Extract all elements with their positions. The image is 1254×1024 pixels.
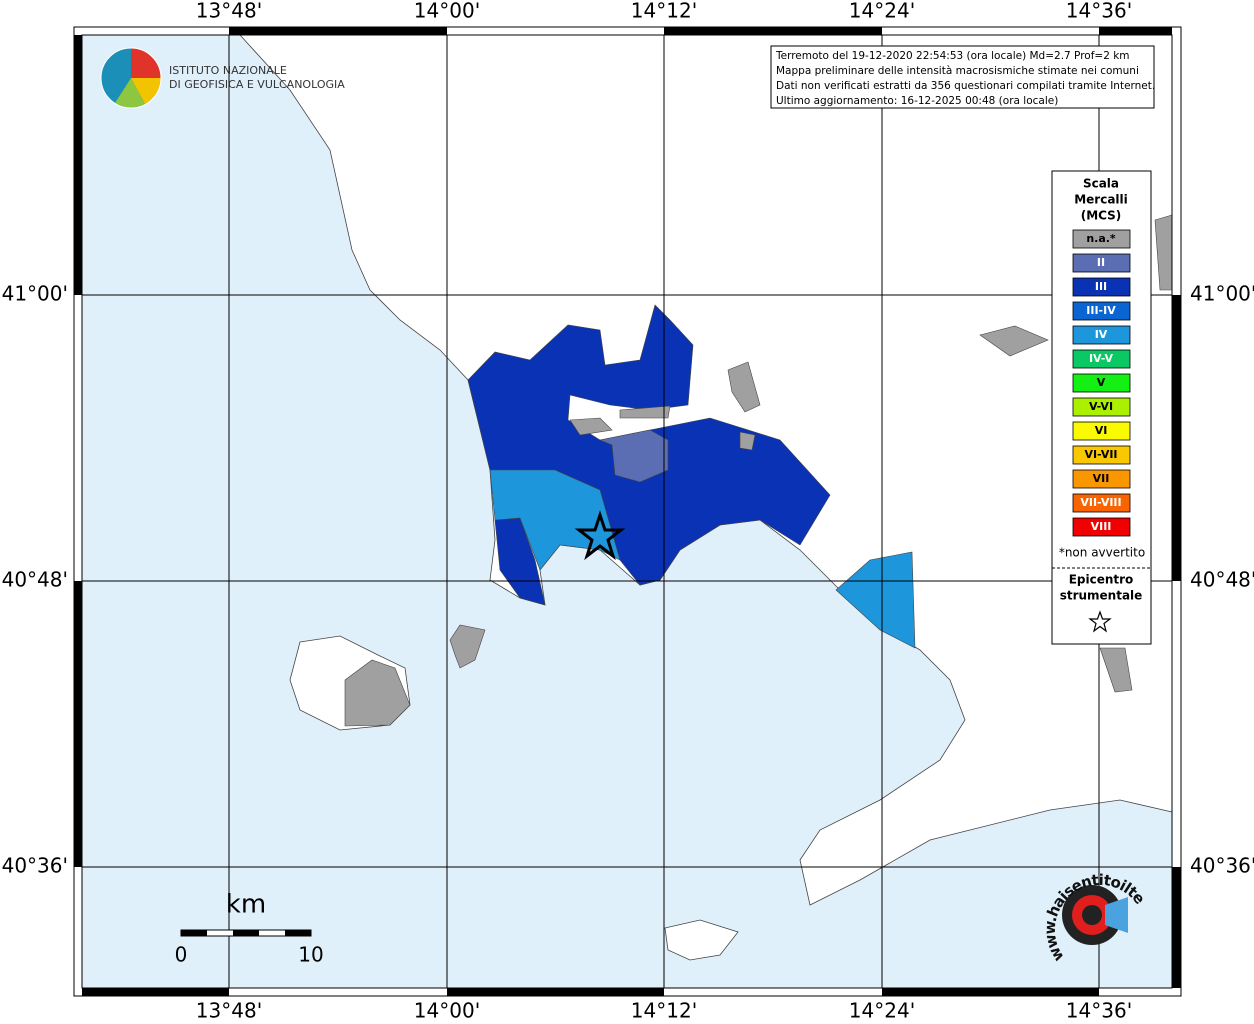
legend-swatch (1072, 517, 1131, 537)
legend-epicenter: strumentale (1060, 589, 1143, 603)
lon-label: 14°12' (631, 0, 697, 23)
scale-label: 10 (298, 943, 323, 967)
lat-label: 41°00' (1190, 282, 1254, 306)
lon-label: 14°36' (1066, 0, 1132, 23)
lat-label: 40°36' (2, 854, 68, 878)
legend-label: VI (1095, 424, 1108, 437)
info-line: Terremoto del 19-12-2020 22:54:53 (ora l… (775, 50, 1130, 62)
lon-label: 14°24' (849, 0, 915, 23)
island-procida (449, 624, 486, 669)
area-ii (598, 429, 669, 483)
legend-swatch (1072, 397, 1131, 417)
legend-swatch (1072, 469, 1131, 489)
legend-label: VI-VII (1084, 448, 1117, 461)
legend-swatch (1072, 277, 1131, 297)
lat-label: 40°48' (2, 568, 68, 592)
legend-swatch (1072, 445, 1131, 465)
legend-label: III (1095, 280, 1107, 293)
lon-label: 13°48' (196, 0, 262, 23)
logo-text: ISTITUTO NAZIONALE (169, 64, 287, 77)
info-line: Mappa preliminare delle intensità macros… (776, 65, 1139, 77)
legend-label: III-IV (1086, 304, 1116, 317)
legend-swatch (1072, 349, 1131, 369)
info-line: Ultimo aggiornamento: 16-12-2025 00:48 (… (776, 95, 1058, 107)
island-capri (664, 919, 739, 961)
legend-swatch (1072, 325, 1131, 345)
legend-label: V (1097, 376, 1106, 389)
legend-swatch (1072, 493, 1131, 513)
legend-label: VII-VIII (1080, 496, 1121, 509)
legend-footnote: *non avvertito (1059, 546, 1145, 560)
legend-label: n.a.* (1086, 232, 1116, 245)
lon-label: 14°00' (414, 0, 480, 23)
lon-label: 13°48' (196, 999, 262, 1023)
legend-epicenter: Epicentro (1069, 573, 1134, 587)
info-box (770, 45, 1155, 109)
ingv-logo: ISTITUTO NAZIONALE DI GEOFISICA E VULCAN… (100, 47, 345, 109)
epicenter-star (574, 510, 626, 561)
legend-label: VIII (1091, 520, 1112, 533)
legend-swatch (1072, 229, 1131, 249)
lat-label: 40°48' (1190, 568, 1254, 592)
legend-label: VII (1093, 472, 1110, 485)
legend-label: V-VI (1089, 400, 1113, 413)
scale-label: 0 (175, 943, 188, 967)
area-iv-east (835, 551, 916, 649)
legend: ScalaMercalli(MCS)n.a.*IIIIIIII-IVIVIV-V… (1059, 177, 1145, 603)
scale-unit: km (226, 890, 266, 920)
lon-label: 14°00' (414, 999, 480, 1023)
lat-label: 40°36' (1190, 854, 1254, 878)
lon-label: 14°24' (849, 999, 915, 1023)
legend-swatch (1072, 421, 1131, 441)
legend-title: Scala (1083, 177, 1119, 191)
legend-swatch (1072, 373, 1131, 393)
area-iv (489, 469, 621, 571)
frame (73, 26, 1182, 997)
legend-title: (MCS) (1081, 209, 1122, 223)
lat-label: 41°00' (2, 282, 68, 306)
lon-label: 14°36' (1066, 999, 1132, 1023)
island-ischia-area (344, 659, 411, 727)
info-line: Dati non verificati estratti da 356 ques… (776, 80, 1155, 92)
legend-swatch (1072, 301, 1131, 321)
legend-swatch (1072, 253, 1131, 273)
legend-label: IV-V (1089, 352, 1114, 365)
info-text: Terremoto del 19-12-2020 22:54:53 (ora l… (775, 50, 1155, 107)
legend-label: II (1097, 256, 1105, 269)
logo-text: DI GEOFISICA E VULCANOLOGIA (169, 78, 345, 91)
lon-label: 14°12' (631, 999, 697, 1023)
scale-bar: km 0 10 (175, 890, 324, 967)
legend-star (1088, 610, 1112, 633)
legend-label: IV (1095, 328, 1108, 341)
legend-title: Mercalli (1074, 193, 1128, 207)
